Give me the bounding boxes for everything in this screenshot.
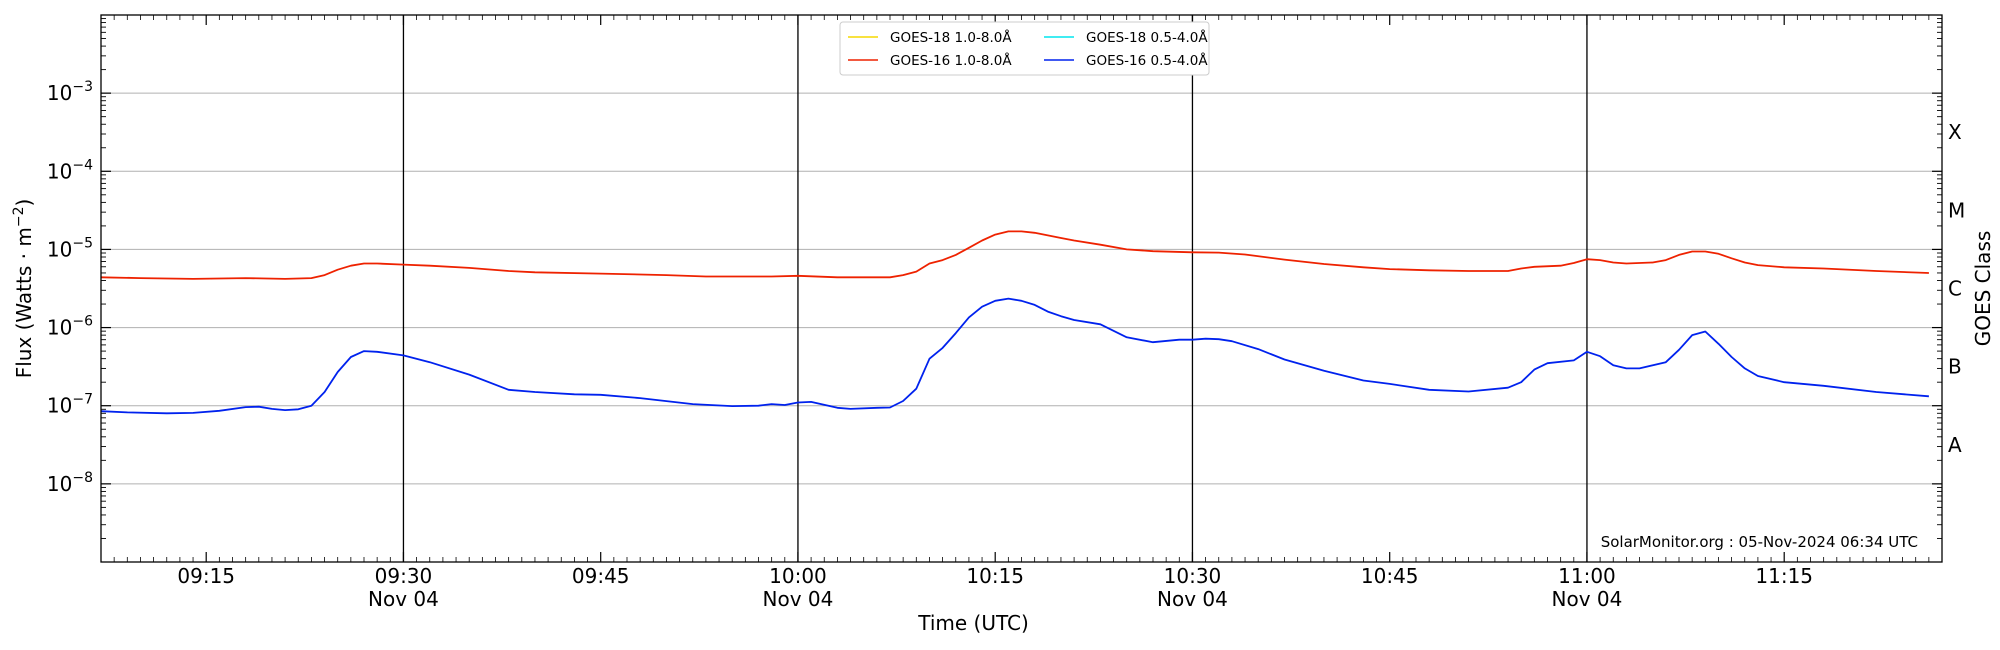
x-tick-label: 09:45 xyxy=(572,564,630,588)
grid-layer xyxy=(101,92,1942,485)
y-tick-label: 10−8 xyxy=(47,470,93,496)
x-axis-label: Time (UTC) xyxy=(917,611,1029,635)
x-tick-date-label: Nov 04 xyxy=(763,587,834,611)
x-tick-date-label: Nov 04 xyxy=(1552,587,1623,611)
series-line-2 xyxy=(100,297,1929,415)
legend-label: GOES-16 1.0-8.0Å xyxy=(890,52,1012,69)
x-tick-date-label: Nov 04 xyxy=(368,587,439,611)
goes-class-label: B xyxy=(1948,355,1962,379)
x-tick-label: 10:30 xyxy=(1164,564,1222,588)
y-tick-label: 10−7 xyxy=(47,392,93,418)
legend: GOES-18 1.0-8.0Å GOES-18 0.5-4.0Å GOES-16 … xyxy=(839,21,1210,76)
source-annotation: SolarMonitor.org : 05-Nov-2024 06:34 UTC xyxy=(1601,533,1918,551)
vertical-lines-layer xyxy=(402,15,1588,562)
goes-class-label: A xyxy=(1948,433,1962,457)
y-tick-label: 10−4 xyxy=(47,157,93,183)
x-tick-label: 10:45 xyxy=(1361,564,1419,588)
x-tick-label: 10:15 xyxy=(966,564,1024,588)
goes-class-label: X xyxy=(1948,120,1962,144)
legend-label: GOES-18 0.5-4.0Å xyxy=(1086,29,1208,46)
x-tick-label: 09:15 xyxy=(177,564,235,588)
legend-label: GOES-18 1.0-8.0Å xyxy=(890,29,1012,46)
series-line-1 xyxy=(100,230,1929,280)
legend-label: GOES-16 0.5-4.0Å xyxy=(1086,52,1208,69)
y-tick-label: 10−6 xyxy=(47,314,93,340)
x-tick-label: 09:30 xyxy=(375,564,433,588)
y2-axis-label: GOES Class xyxy=(1971,231,1995,347)
y-tick-label: 10−3 xyxy=(47,79,93,105)
legend-box xyxy=(839,21,1210,76)
x-tick-label: 11:00 xyxy=(1558,564,1616,588)
x-tick-label: 11:15 xyxy=(1755,564,1813,588)
y-tick-label: 10−5 xyxy=(47,235,93,261)
goes-class-label: C xyxy=(1948,277,1962,301)
plot-frame xyxy=(100,14,1943,563)
series-layer xyxy=(100,230,1929,415)
x-tick-date-label: Nov 04 xyxy=(1157,587,1228,611)
x-tick-label: 10:00 xyxy=(769,564,827,588)
y-axis-label: Flux (Watts · m−2) xyxy=(11,199,36,379)
goes-class-label: M xyxy=(1948,198,1965,222)
